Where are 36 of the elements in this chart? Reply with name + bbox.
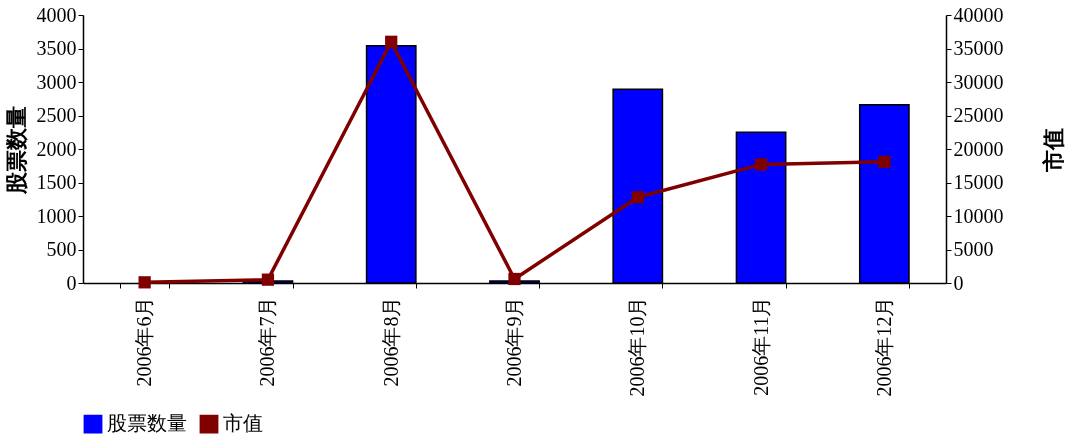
x-tick-label: 2006年6月 [133,296,156,387]
y2-tick-label: 20000 [953,137,1004,160]
x-tick-label: 2006年8月 [379,296,402,387]
point [754,158,768,171]
y2-tick-label: 5000 [953,238,994,260]
point [385,35,398,48]
point [508,272,521,286]
y-axis-title: 股票数量 [3,105,29,195]
y-tick-label: 1500 [36,171,77,193]
x-tick-label: 2006年7月 [256,296,279,387]
y2-tick-label: 10000 [953,204,1004,227]
x-tick-label: 2006年11月 [749,296,772,396]
y2-tick-label: 35000 [953,37,1004,59]
point [631,191,644,204]
y2-tick-label: 40000 [953,3,1004,26]
point [878,155,891,168]
x-tick-label: 2006年12月 [872,296,895,397]
point [261,273,275,286]
y-tick-label: 1000 [36,204,77,227]
point [138,276,151,289]
y-tick-label: 4000 [36,3,77,26]
y-tick-label: 3500 [36,37,77,59]
x-tick-label: 2006年9月 [503,296,525,387]
y2-axis-title: 市值 [1040,127,1066,173]
y2-tick-label: 30000 [953,70,1004,93]
y-tick-label: 2500 [36,104,77,126]
y2-tick-label: 25000 [953,104,1004,126]
legend-label: 市值 [223,412,263,435]
y2-tick-label: 0 [953,271,964,294]
y-tick-label: 3000 [36,70,77,93]
x-tick-label: 2006年10月 [626,296,649,397]
y-tick-label: 500 [46,238,77,260]
y-tick-label: 2000 [36,137,77,160]
y2-tick-label: 15000 [953,171,1004,193]
legend-label: 股票数量 [107,412,187,435]
y-tick-label: 0 [66,271,77,294]
